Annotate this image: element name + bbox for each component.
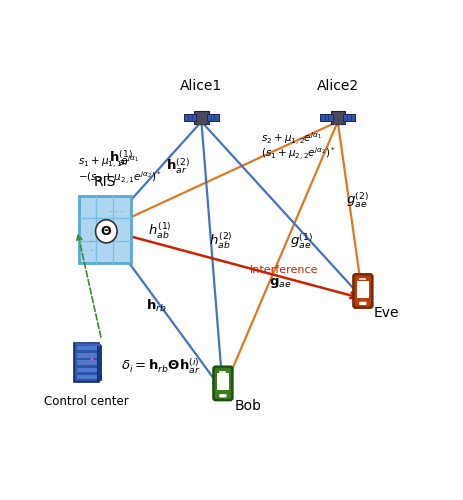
Text: $\mathbf{h}_{ar}^{(1)}$: $\mathbf{h}_{ar}^{(1)}$ — [109, 148, 132, 168]
FancyBboxPatch shape — [331, 111, 345, 124]
FancyBboxPatch shape — [76, 353, 97, 358]
Text: $s_1 + \mu_{1,1}e^{j\alpha_1}$: $s_1 + \mu_{1,1}e^{j\alpha_1}$ — [78, 154, 139, 170]
FancyBboxPatch shape — [359, 302, 367, 305]
Text: $\mathbf{\Theta}$: $\mathbf{\Theta}$ — [100, 225, 113, 238]
Circle shape — [91, 358, 94, 361]
Text: $g_{ae}^{(1)}$: $g_{ae}^{(1)}$ — [290, 231, 313, 250]
FancyBboxPatch shape — [219, 394, 226, 398]
Text: $\delta_i = \mathbf{h}_{rb}\mathbf{\Theta}\mathbf{h}_{ar}^{(i)}$: $\delta_i = \mathbf{h}_{rb}\mathbf{\Thet… — [121, 356, 200, 376]
Polygon shape — [75, 344, 101, 345]
Text: Alice2: Alice2 — [317, 78, 359, 92]
Text: $-(s_2 + \mu_{2,1}e^{j\alpha_2})^*$: $-(s_2 + \mu_{2,1}e^{j\alpha_2})^*$ — [78, 169, 162, 186]
Text: ·
·
·: · · · — [88, 230, 91, 256]
Text: · · ·: · · · — [109, 208, 123, 217]
Text: $\mathbf{g}_{ae}$: $\mathbf{g}_{ae}$ — [269, 276, 292, 289]
Text: Interference: Interference — [250, 265, 318, 275]
FancyBboxPatch shape — [76, 346, 97, 350]
FancyBboxPatch shape — [76, 360, 97, 365]
Text: Control center: Control center — [44, 395, 129, 408]
Text: $\mathbf{h}_{rb}$: $\mathbf{h}_{rb}$ — [146, 298, 167, 314]
Text: RIS: RIS — [94, 175, 116, 189]
FancyBboxPatch shape — [76, 375, 97, 380]
Text: Alice1: Alice1 — [180, 78, 223, 92]
FancyBboxPatch shape — [194, 111, 209, 124]
FancyBboxPatch shape — [184, 114, 196, 121]
FancyBboxPatch shape — [217, 374, 229, 390]
FancyBboxPatch shape — [320, 114, 332, 121]
FancyBboxPatch shape — [206, 114, 219, 121]
Circle shape — [95, 220, 117, 243]
Text: $h_{ab}^{(2)}$: $h_{ab}^{(2)}$ — [209, 231, 233, 251]
Text: $s_2 + \mu_{1,2}e^{j\alpha_1}$: $s_2 + \mu_{1,2}e^{j\alpha_1}$ — [261, 130, 322, 148]
FancyBboxPatch shape — [357, 281, 369, 297]
Text: $\mathbf{h}_{ar}^{(2)}$: $\mathbf{h}_{ar}^{(2)}$ — [166, 156, 190, 176]
FancyBboxPatch shape — [74, 342, 99, 382]
FancyBboxPatch shape — [97, 345, 101, 380]
Text: Eve: Eve — [374, 306, 399, 320]
FancyBboxPatch shape — [343, 114, 355, 121]
Text: Bob: Bob — [235, 399, 262, 413]
Text: $h_{ab}^{(1)}$: $h_{ab}^{(1)}$ — [148, 221, 172, 242]
FancyBboxPatch shape — [79, 196, 131, 263]
Text: $g_{ae}^{(2)}$: $g_{ae}^{(2)}$ — [346, 191, 369, 210]
FancyBboxPatch shape — [76, 368, 97, 372]
FancyBboxPatch shape — [353, 274, 372, 308]
FancyBboxPatch shape — [213, 366, 232, 400]
Text: $(s_1 + \mu_{2,2}e^{j\alpha_2})^*$: $(s_1 + \mu_{2,2}e^{j\alpha_2})^*$ — [261, 144, 336, 162]
